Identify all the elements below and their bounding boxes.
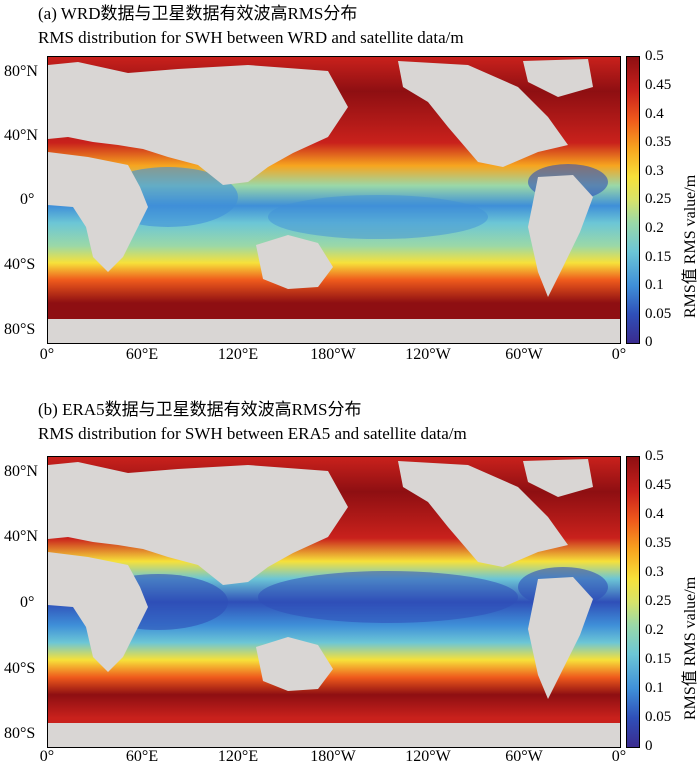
panel-b-xtick: 180°W	[310, 748, 356, 765]
panel-a-title: (a) WRD数据与卫星数据有效波高RMS分布	[38, 4, 358, 23]
panel-b-ytick: 40°S	[4, 660, 36, 677]
panel-b-ytick: 80°N	[4, 463, 38, 480]
panel-a-colorbar	[626, 56, 640, 344]
panel-b-xtick: 0°	[39, 748, 55, 765]
panel-b-xtick: 120°E	[217, 748, 259, 765]
panel-a-heatmap	[48, 57, 620, 343]
panel-a-cbar-tick: 0.45	[645, 77, 672, 93]
panel-b-colorbar-label: RMS值 RMS value/m	[682, 576, 699, 720]
panel-b-cbar-tick: 0.05	[645, 709, 672, 725]
panel-a-xtick: 180°W	[310, 346, 356, 363]
panel-a-cbar-tick: 0.25	[645, 191, 672, 207]
panel-b-cbar-tick: 0	[645, 738, 653, 754]
panel-b-colorbar	[626, 456, 640, 748]
panel-b-cbar-tick: 0.1	[645, 680, 664, 696]
panel-b-cbar-tick: 0.15	[645, 651, 672, 667]
panel-a-cbar-tick: 0.15	[645, 249, 672, 265]
panel-a-map	[47, 56, 621, 344]
panel-b-xtick: 60°W	[505, 748, 543, 765]
panel-a-cbar-tick: 0.4	[645, 106, 664, 122]
panel-a-ytick: 80°S	[4, 321, 36, 338]
panel-b-cbar-tick: 0.2	[645, 622, 664, 638]
panel-a-cbar-tick: 0.05	[645, 306, 672, 322]
panel-a-colorbar-label: RMS值 RMS value/m	[682, 174, 699, 318]
panel-b-cbar-tick: 0.25	[645, 593, 672, 609]
panel-a-ytick: 80°N	[4, 63, 38, 80]
panel-b-cbar-tick: 0.35	[645, 535, 672, 551]
panel-b-ytick: 0°	[20, 594, 35, 611]
panel-b-cbar-tick: 0.3	[645, 564, 664, 580]
panel-b-heatmap	[48, 457, 620, 747]
panel-b-xtick: 120°W	[405, 748, 451, 765]
panel-a-xtick: 0°	[39, 346, 55, 363]
panel-a-cbar-tick: 0.35	[645, 134, 672, 150]
panel-a-xtick: 60°W	[505, 346, 543, 363]
panel-a-xtick: 60°E	[125, 346, 159, 363]
panel-b-ytick: 40°N	[4, 528, 38, 545]
panel-b-cbar-tick: 0.4	[645, 506, 664, 522]
panel-b-subtitle: RMS distribution for SWH between ERA5 an…	[38, 424, 467, 443]
panel-b-xtick: 60°E	[125, 748, 159, 765]
panel-b-xtick: 0°	[611, 748, 627, 765]
panel-a-ytick: 40°S	[4, 256, 36, 273]
panel-b-title: (b) ERA5数据与卫星数据有效波高RMS分布	[38, 400, 362, 419]
panel-a-ytick: 0°	[20, 191, 35, 208]
panel-b-ytick: 80°S	[4, 725, 36, 742]
panel-a-xtick: 0°	[611, 346, 627, 363]
panel-a-cbar-tick: 0.2	[645, 220, 664, 236]
panel-a-cbar-tick: 0.3	[645, 163, 664, 179]
panel-b-cbar-tick: 0.5	[645, 448, 664, 464]
panel-b-cbar-tick: 0.45	[645, 477, 672, 493]
panel-b-map	[47, 456, 621, 748]
panel-a-xtick: 120°W	[405, 346, 451, 363]
panel-a-subtitle: RMS distribution for SWH between WRD and…	[38, 28, 464, 47]
panel-a-cbar-tick: 0	[645, 334, 653, 350]
panel-a-cbar-tick: 0.1	[645, 277, 664, 293]
panel-a-ytick: 40°N	[4, 127, 38, 144]
panel-a-cbar-tick: 0.5	[645, 48, 664, 64]
panel-a-xtick: 120°E	[217, 346, 259, 363]
